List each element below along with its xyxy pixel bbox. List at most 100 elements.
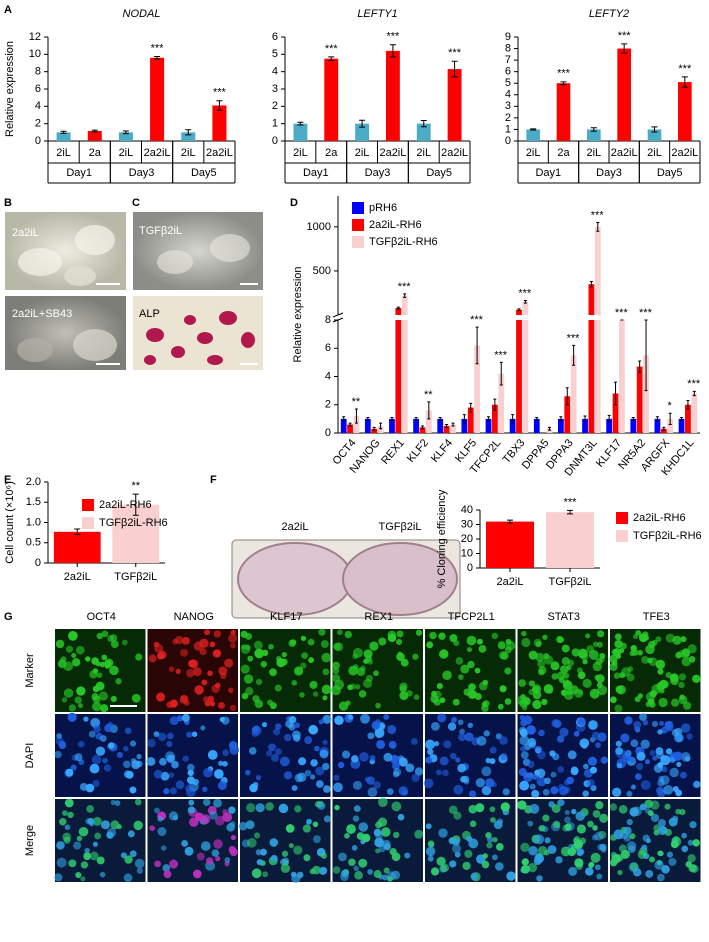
y-axis-label: Cell count (×10⁶) [4, 481, 16, 563]
nucleus [383, 714, 390, 721]
nucleus [224, 658, 234, 668]
nucleus [689, 821, 697, 829]
nucleus [362, 833, 371, 843]
nucleus [436, 769, 442, 776]
nucleus [681, 832, 687, 839]
nucleus [374, 837, 385, 848]
legend-swatch [352, 202, 364, 214]
nucleus [596, 682, 603, 688]
nucleus [260, 660, 268, 668]
x-tick-label: 2a [325, 147, 338, 159]
nucleus [398, 757, 408, 767]
bar [461, 418, 468, 433]
nucleus [506, 871, 516, 881]
bar [212, 105, 227, 141]
nucleus [450, 752, 457, 760]
nucleus [101, 630, 109, 638]
nucleus [541, 698, 548, 706]
nucleus [199, 647, 207, 656]
group-label: Day5 [191, 167, 217, 179]
nucleus [464, 849, 473, 858]
nucleus [550, 786, 559, 795]
nucleus [387, 630, 397, 640]
significance: *** [386, 31, 400, 43]
nucleus [383, 867, 390, 874]
nucleus [62, 810, 68, 816]
nucleus [299, 692, 305, 698]
nucleus [485, 778, 495, 788]
nucleus [630, 739, 639, 748]
error-bar [535, 416, 539, 421]
nucleus [255, 849, 262, 856]
nucleus [659, 688, 665, 694]
significance: ** [131, 480, 140, 492]
nucleus [294, 722, 301, 729]
significance: *** [591, 209, 605, 221]
nucleus [563, 672, 570, 679]
nucleus [56, 841, 65, 850]
nucleus [644, 759, 651, 765]
nucleus [124, 855, 133, 864]
bar [491, 404, 498, 433]
nucleus [573, 839, 584, 850]
nucleus [282, 857, 290, 864]
nucleus [213, 630, 222, 638]
nucleus [209, 641, 216, 648]
y-tick-label: 1 [272, 118, 278, 130]
nucleus [412, 653, 419, 660]
nucleus [253, 832, 261, 839]
error-bar [692, 390, 696, 397]
nucleus [196, 852, 205, 861]
nucleus [255, 774, 262, 781]
nucleus [470, 872, 479, 881]
y-tick-label: 2.0 [26, 476, 41, 488]
nucleus [180, 648, 189, 657]
nucleus [60, 656, 67, 663]
nucleus [623, 826, 632, 835]
nucleus [669, 673, 679, 683]
nucleus [207, 695, 215, 703]
bar [557, 418, 564, 433]
nucleus [447, 722, 457, 731]
nucleus [586, 645, 595, 653]
nucleus [680, 723, 691, 733]
nucleus [657, 819, 666, 828]
nucleus [134, 798, 142, 806]
nucleus [531, 684, 542, 694]
nucleus [251, 868, 262, 879]
nucleus [110, 820, 120, 830]
nucleus [519, 728, 528, 737]
nucleus [186, 763, 195, 772]
nucleus [595, 801, 604, 810]
nucleus [158, 650, 167, 659]
nucleus [222, 749, 230, 757]
nucleus [652, 755, 658, 761]
error-bar [438, 416, 442, 421]
y-tick-label: 8 [35, 66, 41, 78]
nucleus [573, 730, 580, 737]
nucleus [614, 704, 623, 713]
nucleus [94, 832, 102, 840]
error-bar [499, 361, 503, 386]
bar [619, 320, 625, 433]
nucleus [314, 745, 320, 752]
nucleus [192, 667, 202, 677]
nucleus [391, 801, 402, 812]
nucleus [519, 714, 525, 721]
y-tick-label: 5 [272, 48, 278, 60]
nucleus [203, 767, 213, 778]
nucleus [679, 808, 686, 816]
nucleus [85, 656, 91, 662]
nucleus [367, 658, 374, 665]
nucleus [431, 721, 440, 731]
nucleus [64, 824, 71, 831]
x-tick-label: KLF2 [405, 437, 431, 465]
nucleus [336, 629, 343, 636]
dish [237, 542, 353, 616]
nucleus [55, 736, 64, 745]
nucleus [96, 632, 103, 640]
nucleus [268, 743, 276, 752]
nucleus [595, 742, 601, 748]
nucleus [657, 850, 664, 857]
nucleus [256, 859, 263, 866]
